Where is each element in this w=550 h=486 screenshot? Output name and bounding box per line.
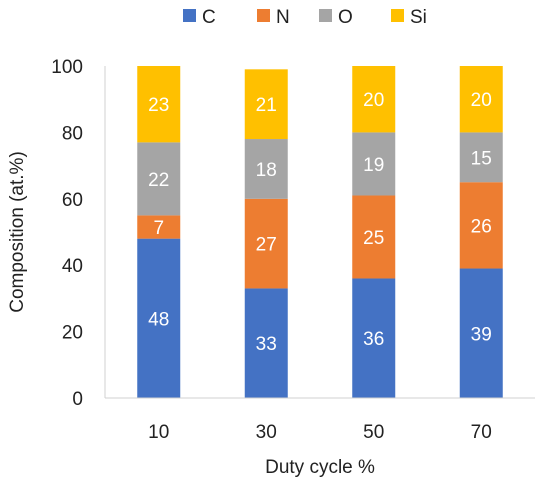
bar-segment-c [459, 268, 503, 398]
bar-segment-o [352, 132, 396, 196]
data-label: 15 [471, 148, 492, 169]
data-label: 27 [256, 235, 277, 256]
bar-segment-o [137, 142, 181, 216]
y-tick-label: 0 [72, 389, 83, 410]
data-label: 39 [471, 324, 492, 345]
y-tick-label: 80 [62, 123, 83, 144]
legend: C N O Si [183, 7, 427, 28]
bar-segment-si [352, 66, 396, 133]
axes [104, 66, 535, 399]
y-tick-label: 40 [62, 256, 83, 277]
legend-label: N [276, 7, 290, 28]
legend-label: O [338, 7, 353, 28]
bar-segment-n [352, 195, 396, 279]
bar-segment-si [459, 66, 503, 133]
bar-segment-n [137, 215, 181, 239]
x-tick-label: 10 [148, 422, 169, 443]
legend-swatch [319, 9, 332, 22]
bar-segment-si [244, 69, 288, 140]
bar-segment-n [244, 198, 288, 289]
legend-swatch [257, 9, 270, 22]
x-tick-label: 70 [471, 422, 492, 443]
data-label: 26 [471, 216, 492, 237]
legend-label: Si [410, 7, 427, 28]
data-label: 20 [363, 90, 384, 111]
y-tick-label: 60 [62, 190, 83, 211]
legend-swatch [183, 9, 196, 22]
y-tick-label: 20 [62, 323, 83, 344]
bar-segment-o [244, 139, 288, 199]
legend-label: C [202, 7, 216, 28]
bars: 48 7 22 23 33 27 18 21 36 25 19 20 39 26 15 20 [137, 66, 503, 398]
data-label: 48 [148, 309, 169, 330]
bar-segment-c [137, 238, 181, 398]
legend-swatch [391, 9, 404, 22]
x-tick-label: 50 [363, 422, 384, 443]
y-axis-title: Composition (at.%) [7, 151, 28, 313]
data-label: 21 [256, 95, 277, 116]
y-tick-label: 100 [51, 57, 83, 78]
x-tick-labels: 10 30 50 70 [148, 422, 492, 443]
data-label: 22 [148, 170, 169, 191]
bar-segment-n [459, 182, 503, 269]
data-label: 20 [471, 90, 492, 111]
data-label: 23 [148, 95, 169, 116]
data-label: 7 [153, 218, 164, 239]
bar-segment-si [137, 66, 181, 143]
data-label: 18 [256, 160, 277, 181]
y-tick-labels: 0 20 40 60 80 100 [51, 57, 83, 410]
bar-segment-c [244, 288, 288, 398]
x-tick-label: 30 [256, 422, 277, 443]
bar-segment-c [352, 278, 396, 398]
data-label: 33 [256, 334, 277, 355]
data-label: 19 [363, 155, 384, 176]
data-label: 25 [363, 228, 384, 249]
x-axis-title: Duty cycle % [265, 457, 375, 478]
data-label: 36 [363, 329, 384, 350]
bar-segment-o [459, 132, 503, 183]
